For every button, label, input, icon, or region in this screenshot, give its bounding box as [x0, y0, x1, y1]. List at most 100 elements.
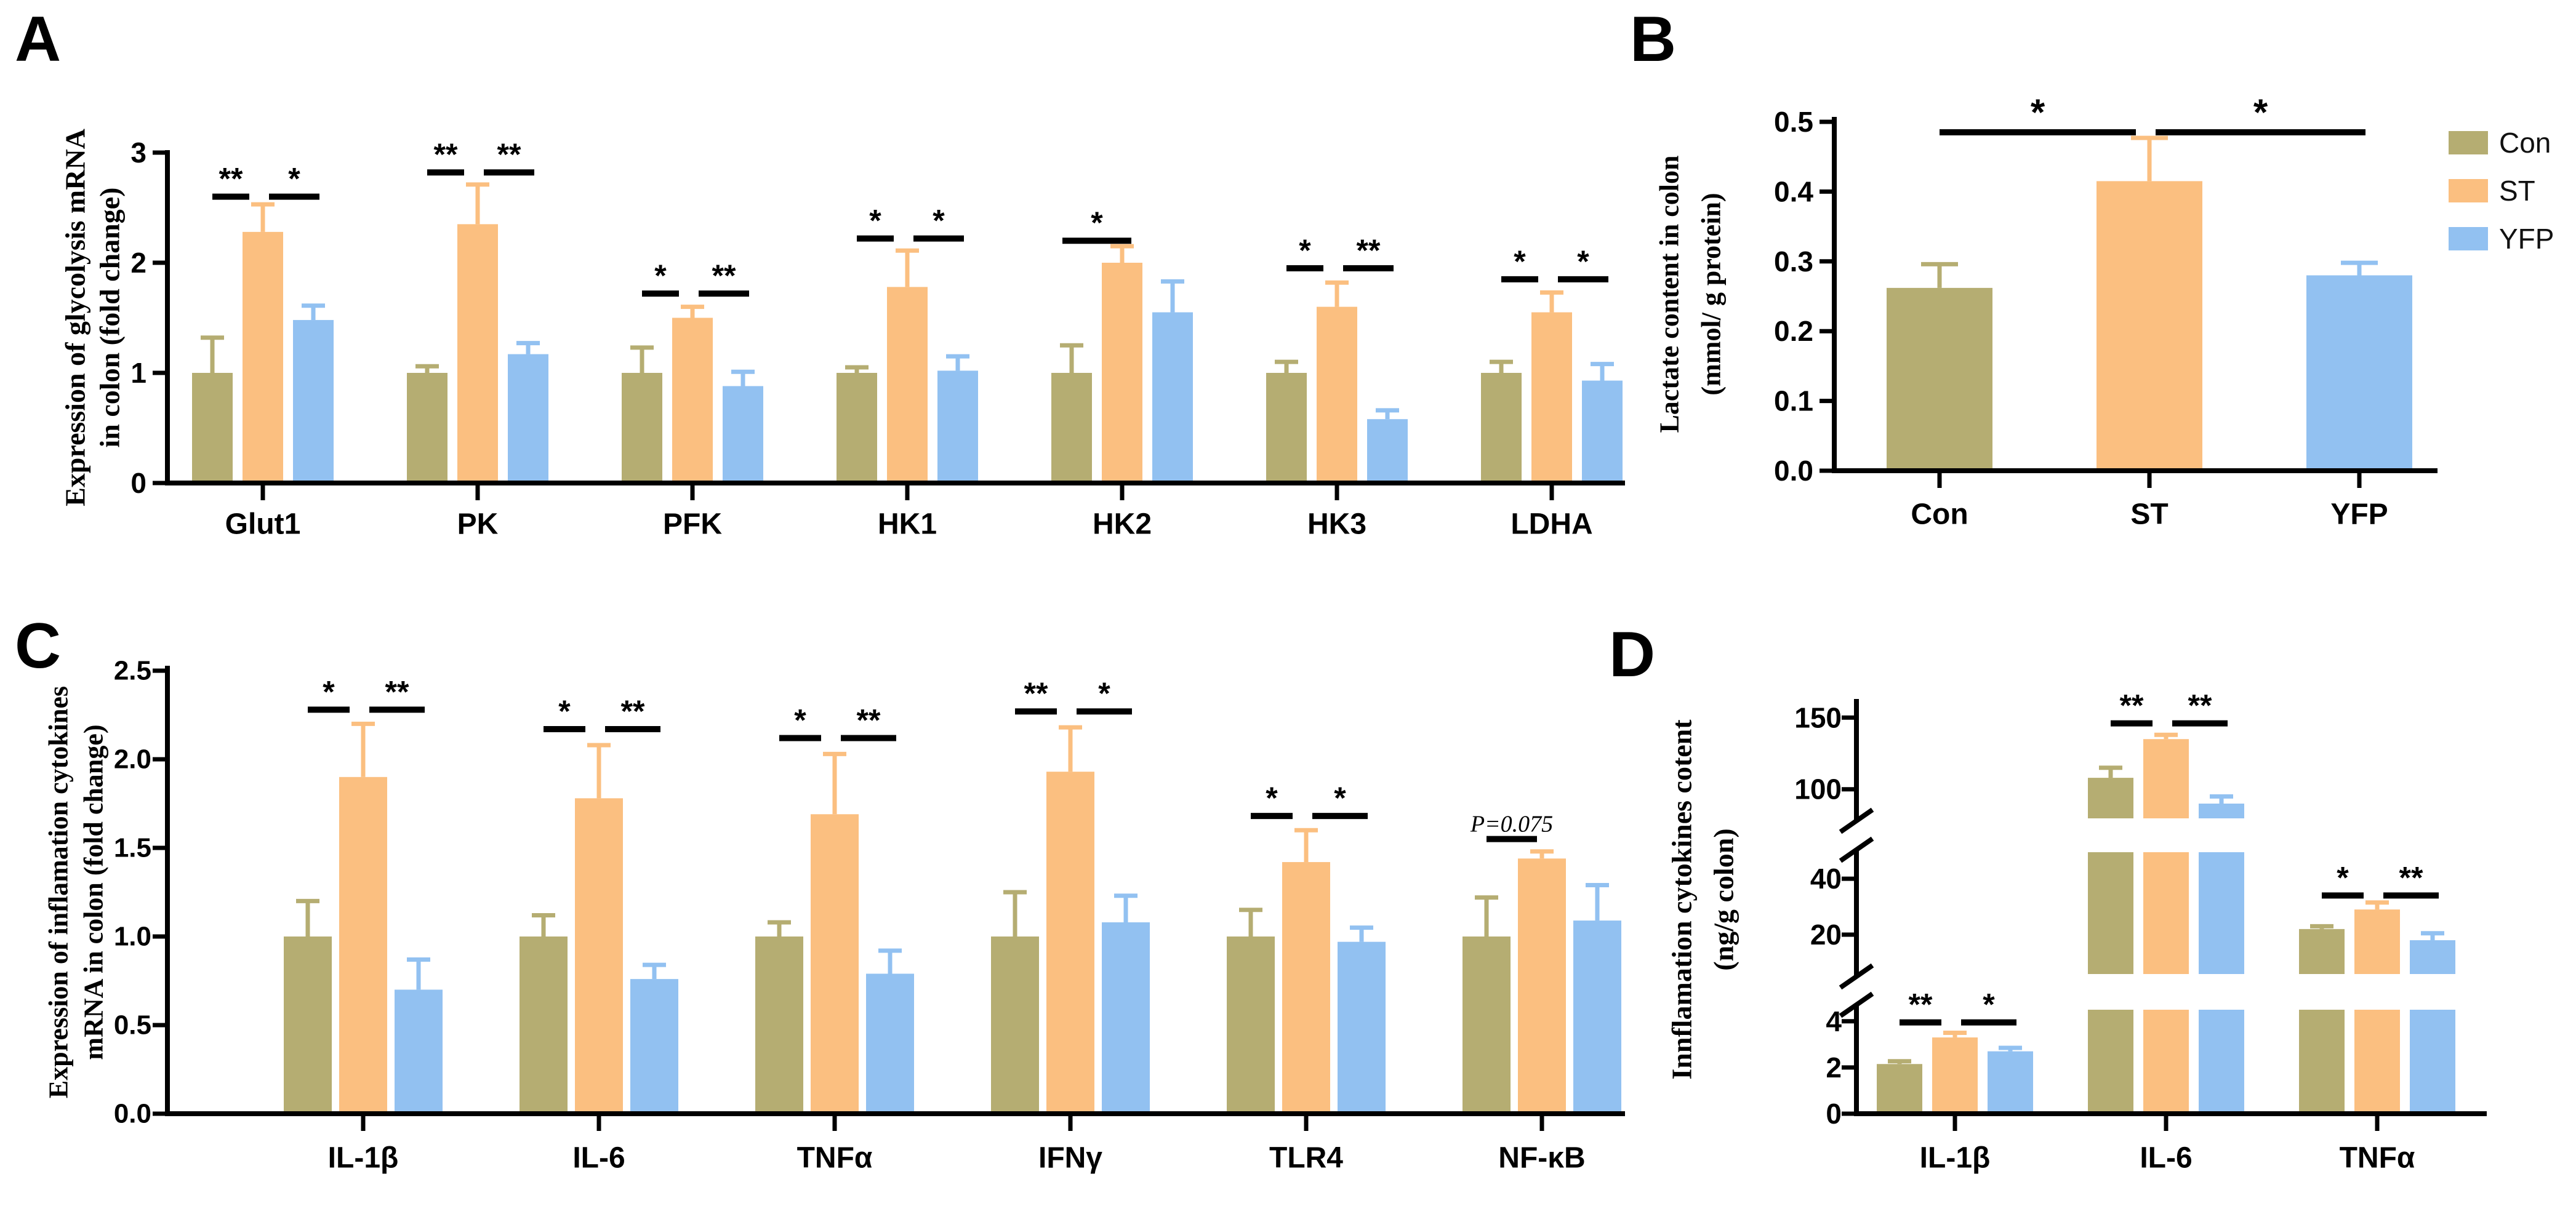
bar-Con-TLR4	[1227, 936, 1275, 1114]
y-tick-label: 0	[1826, 1098, 1842, 1130]
y-tick-label: 0.1	[1774, 385, 1813, 417]
bar-ST-IL-6	[2143, 1010, 2189, 1114]
bar-YFP-IL-1β	[1988, 1051, 2033, 1114]
significance-stars: *	[288, 162, 300, 196]
significance-stars: **	[621, 694, 645, 729]
y-tick-label: 0.5	[114, 1010, 151, 1040]
panel-letter-a: A	[15, 4, 62, 75]
bar-Con-TNFα	[2299, 928, 2345, 974]
bar-YFP-HK3	[1367, 419, 1408, 483]
bar-Con-Glut1	[192, 373, 233, 483]
y-tick-label: 2	[130, 247, 146, 279]
bar-YFP-IFNγ	[1102, 922, 1150, 1114]
y-tick-label: 1.5	[114, 833, 151, 863]
category-label: HK2	[1093, 508, 1152, 541]
category-label: ST	[2130, 498, 2168, 531]
category-label: IL-1β	[1920, 1142, 1991, 1175]
significance-stars: **	[2120, 689, 2144, 723]
y-tick-label: 0	[130, 467, 146, 499]
category-label: YFP	[2330, 498, 2388, 531]
y-tick-label: 0.3	[1774, 246, 1813, 278]
category-label: IL-1β	[328, 1142, 399, 1175]
legend-swatch-con	[2449, 131, 2488, 154]
bar-YFP-IL-1β	[395, 989, 443, 1114]
bar-ST-TNFα	[2354, 909, 2400, 974]
significance-stars: *	[1266, 781, 1278, 815]
category-label: IL-6	[2140, 1142, 2192, 1175]
y-tick-label: 1	[130, 357, 146, 389]
axis-break-slash	[1839, 963, 1874, 990]
category-label: HK1	[878, 508, 937, 541]
significance-stars: *	[323, 674, 335, 709]
significance-stars: *	[2337, 860, 2349, 895]
category-label: IL-6	[572, 1142, 625, 1175]
significance-stars: *	[654, 258, 667, 293]
bar-ST-PK	[457, 224, 498, 483]
axis-break-slash	[1839, 991, 1874, 1018]
significance-stars: *	[1514, 244, 1526, 279]
bar-ST-HK1	[887, 287, 928, 483]
significance-stars: **	[1909, 988, 1933, 1022]
significance-stars: **	[857, 703, 881, 737]
bar-ST-LDHA	[1531, 312, 1572, 483]
bar-ST-IL-1β	[1932, 1037, 1978, 1114]
y-axis-title: (ng/g colon)	[1708, 828, 1739, 970]
category-label: Con	[1911, 498, 1968, 531]
bar-Con-HK3	[1266, 373, 1307, 483]
p-value-label: P=0.075	[1470, 812, 1553, 837]
y-tick-label: 4	[1826, 1005, 1842, 1037]
bar-YFP-NF-κB	[1573, 920, 1621, 1114]
bar-Con-PK	[407, 373, 447, 483]
category-label: Glut1	[225, 508, 301, 541]
bar-Con-NF-κB	[1463, 936, 1511, 1114]
significance-stars: *	[1098, 676, 1110, 711]
significance-stars: **	[1024, 676, 1048, 711]
bar-ST-TNFα	[811, 814, 859, 1114]
significance-stars: *	[2253, 92, 2268, 133]
bar-YFP-TLR4	[1338, 941, 1386, 1114]
bar-Con-TNFα	[755, 936, 803, 1114]
significance-stars: **	[219, 162, 243, 196]
legend-item-con: Con	[2449, 127, 2551, 159]
bar-ST-IL-1β	[339, 777, 387, 1114]
significance-stars: **	[2188, 689, 2212, 723]
bar-YFP-HK1	[937, 370, 978, 483]
significance-stars: *	[558, 694, 571, 729]
y-tick-label: 0.0	[114, 1099, 151, 1129]
y-tick-label: 0.4	[1774, 175, 1813, 207]
significance-stars: *	[794, 703, 806, 737]
y-axis-title: Expression of glycolysis mRNA	[60, 129, 91, 506]
bar-ST-PFK	[672, 317, 713, 483]
bar-Con-HK2	[1051, 373, 1092, 483]
bar-Con-IL-6	[2088, 852, 2133, 974]
axis-break-slash	[1839, 836, 1874, 863]
category-label: PK	[457, 508, 499, 541]
bar-ST-TLR4	[1282, 862, 1330, 1114]
significance-stars: **	[1357, 233, 1381, 268]
legend-label-con: Con	[2499, 127, 2551, 159]
bar-YFP-LDHA	[1582, 380, 1623, 483]
bar-ST-IL-6	[2143, 739, 2189, 818]
category-label: PFK	[663, 508, 722, 541]
y-tick-label: 2.0	[114, 745, 151, 775]
bar-ST-HK3	[1317, 306, 1357, 483]
bar-Con-IFNγ	[991, 936, 1039, 1114]
bar-YFP-YFP	[2306, 275, 2412, 471]
bar-Con-PFK	[622, 373, 662, 483]
significance-stars: *	[1334, 781, 1346, 815]
significance-stars: *	[2031, 92, 2045, 133]
bar-YFP-IL-6	[2199, 804, 2244, 818]
bar-YFP-TNFα	[866, 973, 914, 1114]
category-label: LDHA	[1511, 508, 1592, 541]
legend-label-st: ST	[2499, 175, 2535, 207]
category-label: TNFα	[797, 1142, 873, 1175]
significance-stars: *	[869, 204, 881, 238]
legend-item-yfp: YFP	[2449, 223, 2554, 255]
axis-break-slash	[1839, 807, 1874, 834]
bar-Con-IL-6	[520, 936, 568, 1114]
bar-YFP-IL-6	[2199, 852, 2244, 974]
legend-label-yfp: YFP	[2499, 223, 2554, 255]
legend-swatch-st	[2449, 179, 2488, 202]
significance-stars: **	[385, 674, 409, 709]
